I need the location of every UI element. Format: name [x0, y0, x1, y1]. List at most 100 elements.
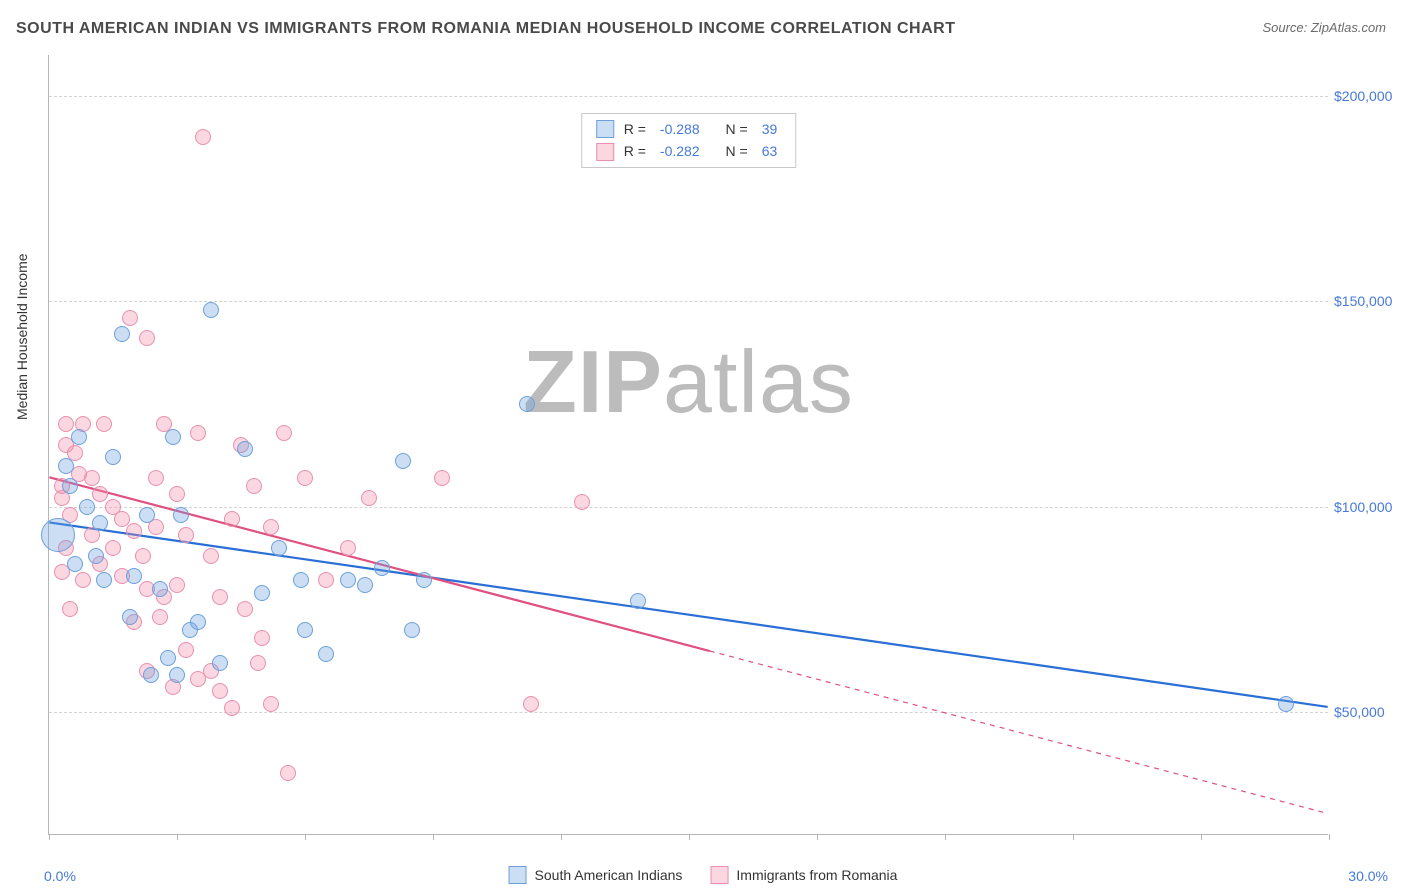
series-a-point [374, 560, 390, 576]
series-b-point [178, 527, 194, 543]
series-a-point [416, 572, 432, 588]
series-b-point [250, 655, 266, 671]
series-b-point [276, 425, 292, 441]
legend-stats-box: R = -0.288 N = 39 R = -0.282 N = 63 [581, 113, 797, 168]
legend-stats-row-b: R = -0.282 N = 63 [596, 140, 782, 162]
series-a-point [203, 302, 219, 318]
legend-n-value-b: 63 [762, 140, 778, 162]
series-a-point [62, 478, 78, 494]
series-b-point [135, 548, 151, 564]
legend-n-value-a: 39 [762, 118, 778, 140]
series-a-point [271, 540, 287, 556]
series-b-point [237, 601, 253, 617]
y-axis-title: Median Household Income [14, 253, 30, 420]
y-tick-label: $150,000 [1334, 293, 1406, 309]
series-b-point [280, 765, 296, 781]
x-tick [177, 834, 178, 840]
series-a-point [237, 441, 253, 457]
watermark-light: atlas [663, 332, 854, 431]
series-b-point [105, 540, 121, 556]
legend-bottom: South American Indians Immigrants from R… [509, 866, 898, 884]
series-a-point [1278, 696, 1294, 712]
series-b-point [263, 696, 279, 712]
legend-swatch-b-bottom [710, 866, 728, 884]
legend-swatch-a [596, 120, 614, 138]
series-a-point [173, 507, 189, 523]
series-b-point [246, 478, 262, 494]
series-a-point [404, 622, 420, 638]
legend-r-label: R = [624, 140, 646, 162]
series-a-point [160, 650, 176, 666]
series-a-point [254, 585, 270, 601]
series-a-point [143, 667, 159, 683]
legend-r-label: R = [624, 118, 646, 140]
series-b-point [212, 589, 228, 605]
series-b-point [340, 540, 356, 556]
series-b-point [75, 572, 91, 588]
source-label: Source: ZipAtlas.com [1262, 20, 1386, 35]
grid-line [49, 96, 1328, 97]
legend-item-b: Immigrants from Romania [710, 866, 897, 884]
legend-n-label: N = [726, 140, 748, 162]
x-tick [305, 834, 306, 840]
series-a-point [96, 572, 112, 588]
series-b-point [361, 490, 377, 506]
series-b-point [92, 486, 108, 502]
legend-item-a: South American Indians [509, 866, 683, 884]
series-b-point [523, 696, 539, 712]
grid-line [49, 712, 1328, 713]
series-a-point [212, 655, 228, 671]
series-b-point [148, 470, 164, 486]
series-a-point [630, 593, 646, 609]
x-tick [1201, 834, 1202, 840]
series-a-point [122, 609, 138, 625]
series-b-point [224, 700, 240, 716]
x-axis-min-label: 0.0% [44, 868, 76, 884]
watermark: ZIPatlas [523, 331, 854, 433]
x-tick [817, 834, 818, 840]
series-a-point [71, 429, 87, 445]
legend-stats-row-a: R = -0.288 N = 39 [596, 118, 782, 140]
x-tick [1073, 834, 1074, 840]
series-a-point [152, 581, 168, 597]
legend-r-value-a: -0.288 [660, 118, 700, 140]
series-b-point [114, 511, 130, 527]
series-b-point [96, 416, 112, 432]
series-b-point [122, 310, 138, 326]
legend-label-a: South American Indians [535, 867, 683, 883]
series-a-point [182, 622, 198, 638]
series-b-point [62, 601, 78, 617]
chart-plot-area: ZIPatlas R = -0.288 N = 39 R = -0.282 N … [48, 55, 1328, 835]
series-a-point [105, 449, 121, 465]
series-a-point [92, 515, 108, 531]
x-tick [689, 834, 690, 840]
series-a-point [293, 572, 309, 588]
x-tick [945, 834, 946, 840]
legend-swatch-b [596, 143, 614, 161]
series-a-point [114, 326, 130, 342]
series-a-point [297, 622, 313, 638]
series-a-point [169, 667, 185, 683]
series-a-point [395, 453, 411, 469]
x-tick [561, 834, 562, 840]
x-axis-max-label: 30.0% [1348, 868, 1388, 884]
grid-line [49, 507, 1328, 508]
series-b-point [203, 548, 219, 564]
legend-swatch-a-bottom [509, 866, 527, 884]
series-a-point [340, 572, 356, 588]
series-b-point [318, 572, 334, 588]
x-tick [1329, 834, 1330, 840]
series-a-point [79, 499, 95, 515]
chart-title: SOUTH AMERICAN INDIAN VS IMMIGRANTS FROM… [16, 20, 956, 38]
series-b-point [263, 519, 279, 535]
y-tick-label: $100,000 [1334, 499, 1406, 515]
series-b-point [190, 425, 206, 441]
series-a-point [41, 518, 75, 552]
series-a-point [357, 577, 373, 593]
legend-label-b: Immigrants from Romania [736, 867, 897, 883]
series-a-point [58, 458, 74, 474]
series-a-point [126, 568, 142, 584]
grid-line [49, 301, 1328, 302]
series-a-point [318, 646, 334, 662]
series-a-point [139, 507, 155, 523]
